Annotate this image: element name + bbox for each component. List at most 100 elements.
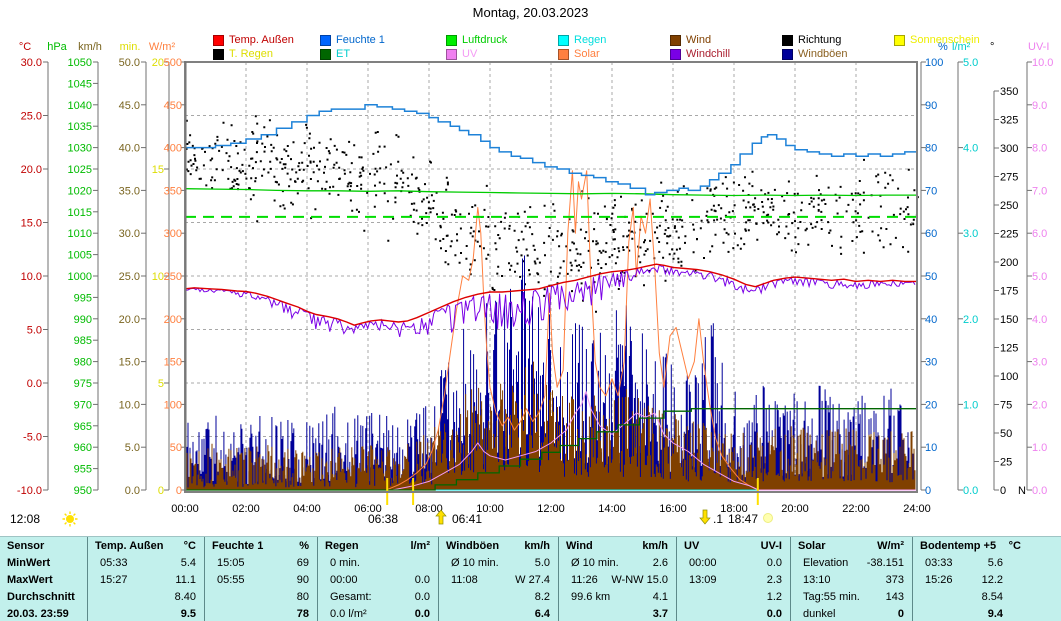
axis-tick-label: 1025	[68, 164, 92, 176]
stat-header-label: Temp. Außen	[95, 539, 164, 552]
legend-item-et: ET	[320, 47, 446, 61]
stat-header-unit: UV-I	[760, 539, 782, 552]
legend-label: Windchill	[686, 48, 731, 60]
axis-tick-label: 175	[1000, 286, 1018, 298]
stat-cell-value: 143	[885, 590, 904, 603]
axis-tick-label: 1000	[68, 271, 92, 283]
legend-item-solar: Solar	[558, 47, 670, 61]
legend-label: Regen	[574, 34, 607, 46]
legend-item-wind: Wind	[670, 33, 782, 47]
axis-tick-label: 150	[164, 357, 182, 369]
axis-tick-label: 40	[925, 314, 937, 326]
stat-header-unit: km/h	[642, 539, 668, 552]
legend-item-sonnenschein: Sonnenschein	[894, 33, 1024, 47]
sun-culmination-time: 12:08	[10, 512, 40, 526]
axis-tick-label: 275	[1000, 172, 1018, 184]
axis-tick-label: 955	[74, 464, 92, 476]
axis-tick-label: 1005	[68, 250, 92, 262]
stats-col-solar: Solar W/m² Elevation -38.151 13:10 373 Tag:55 …	[790, 537, 912, 621]
axis-tick-label: 3.0	[1032, 357, 1047, 369]
stat-cell-value: 0.0	[414, 573, 430, 586]
stat-cell-label: 15:26	[925, 573, 953, 586]
legend-label: UV	[462, 48, 478, 60]
axis-tick-label: 6.0	[1032, 228, 1047, 240]
stat-cell-label: 00:00	[330, 573, 358, 586]
stats-col-bodentemp-5: Bodentemp +5 °C 03:33 5.6 15:26 12.2 8.54 9.4	[912, 537, 1061, 621]
axis-tick-label: 970	[74, 399, 92, 411]
stat-cell-value: 0	[897, 607, 904, 620]
axis-tick-label: 0	[176, 485, 182, 497]
series-richtung-dots	[185, 115, 919, 313]
x-tick-label: 00:00	[171, 503, 199, 515]
stat-cell-value: 78	[296, 607, 309, 620]
axis-tick-label: 15.0	[119, 357, 140, 369]
axis-tick-label: 200	[164, 314, 182, 326]
axis-tick-label: 0	[158, 485, 164, 497]
stat-cell-value: 2.3	[766, 573, 782, 586]
chart-title: Montag, 20.03.2023	[472, 5, 589, 20]
stats-col-uv: UV UV-I 00:00 0.0 13:09 2.3 1.2 0.0	[676, 537, 790, 621]
series-solar	[386, 170, 759, 491]
axis-tick-label: 60	[925, 228, 937, 240]
axis-tick-label: 45.0	[119, 100, 140, 112]
legend-swatch-icon	[670, 34, 681, 46]
axis-tick-label: 225	[1000, 229, 1018, 241]
legend-swatch-icon	[320, 34, 331, 46]
x-tick-label: 04:00	[293, 503, 321, 515]
axis-tick-label: 975	[74, 378, 92, 390]
stat-cell-value: 0.0	[414, 590, 430, 603]
stat-cell-label: 13:09	[689, 573, 717, 586]
stats-col-wind: Wind km/h Ø 10 min. 2.6 11:26 W-NW 15.0 99.6 k…	[558, 537, 676, 621]
axis-tick-label: 0.0	[1032, 485, 1047, 497]
legend-swatch-icon	[213, 48, 224, 60]
axis-tick-label: 7.0	[1032, 185, 1047, 197]
legend-item-feuchte-1: Feuchte 1	[320, 33, 446, 47]
axis-tick-label: 20.0	[21, 164, 42, 176]
legend-item-uv: UV	[446, 47, 558, 61]
stat-cell-label: 05:55	[217, 573, 245, 586]
stat-cell-label: dunkel	[803, 607, 836, 620]
legend-swatch-icon	[446, 34, 457, 46]
plot-border	[184, 61, 918, 493]
row-label: MaxWert	[7, 573, 53, 586]
legend-swatch-icon	[446, 48, 457, 60]
stats-col-windb-en: Windböen km/h Ø 10 min. 5.0 11:08 W 27.4 8.2 6.…	[438, 537, 558, 621]
axis-tick-label: 200	[1000, 257, 1018, 269]
legend-swatch-icon	[894, 34, 905, 46]
legend-label: Richtung	[798, 34, 842, 46]
x-tick-label: 08:00	[415, 503, 443, 515]
legend-label: Feuchte 1	[336, 34, 385, 46]
axis-tick-label: -10.0	[17, 485, 42, 497]
stat-cell-value: 8.40	[174, 590, 196, 603]
stat-cell-value: 5.0	[534, 556, 550, 569]
x-tick-label: 02:00	[232, 503, 260, 515]
stat-header-label: Wind	[566, 539, 593, 552]
stat-cell-value: 90	[296, 573, 309, 586]
axis-tick-label: 1.0	[963, 399, 978, 411]
legend-label: Sonnenschein	[910, 34, 980, 46]
axis-tick-label: 30.0	[119, 228, 140, 240]
legend-swatch-icon	[320, 48, 331, 60]
stat-cell-value: 4.1	[652, 590, 668, 603]
stat-header-unit: l/m²	[410, 539, 430, 552]
stat-header-label: UV	[684, 539, 700, 552]
stat-cell-value: 12.2	[981, 573, 1003, 586]
sunrise-time-a: 06:38	[368, 512, 398, 526]
legend-label: Windböen	[798, 48, 848, 60]
axis-title: W/m²	[149, 41, 176, 53]
legend-item-luftdruck: Luftdruck	[446, 33, 558, 47]
axis-tick-label: 15.0	[21, 218, 42, 230]
moon-icon	[763, 513, 773, 523]
axis-tick-label: 995	[74, 292, 92, 304]
stat-header-label: Regen	[325, 539, 359, 552]
stat-cell-value: 2.6	[652, 556, 668, 569]
axis-tick-label: 90	[925, 100, 937, 112]
stat-cell-label: Ø 10 min.	[451, 556, 499, 569]
axis-tick-label: 4.0	[963, 143, 978, 155]
axis-tick-label: 8.0	[1032, 143, 1047, 155]
stat-cell-label: 15:27	[100, 573, 128, 586]
series-temp-aussen	[184, 263, 917, 326]
axis-tick-label: 960	[74, 442, 92, 454]
axis-tick-label: 965	[74, 421, 92, 433]
